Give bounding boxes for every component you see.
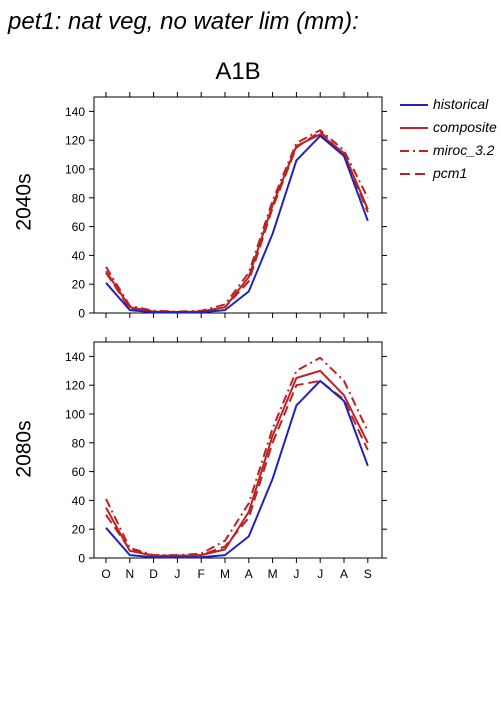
y-tick-label: 20	[72, 523, 86, 537]
plot-frame-2040s	[93, 96, 383, 314]
series-line-miroc-3-2-2080s	[105, 356, 369, 557]
x-tick-label: M	[220, 567, 230, 581]
legend-item-historical: historical	[398, 96, 501, 119]
y-tick-label: 60	[72, 465, 86, 479]
y-tick-label: 120	[65, 134, 85, 148]
x-tick-label: J	[317, 567, 323, 581]
x-tick-label: F	[198, 567, 205, 581]
scenario-label: A1B	[215, 58, 261, 85]
series-line-composite-2080s	[105, 369, 369, 557]
y-tick-label: 80	[72, 191, 86, 205]
y-tick-label: 20	[72, 278, 86, 292]
series-line-pcm1-2040s	[105, 130, 369, 313]
x-tick-label: N	[125, 567, 134, 581]
x-tick-label: A	[340, 567, 348, 581]
legend-item-composite: composite	[398, 119, 501, 142]
legend-label-miroc: miroc_3.2	[433, 142, 495, 158]
series-line-miroc-3-2-2040s	[105, 129, 369, 313]
y-tick-label: 120	[65, 379, 85, 393]
x-tick-label: J	[174, 567, 180, 581]
y-tick-label: 140	[65, 105, 85, 119]
y-tick-label: 40	[72, 494, 86, 508]
legend-label-pcm1: pcm1	[433, 165, 468, 181]
x-tick-label: M	[268, 567, 278, 581]
x-tick-label: O	[101, 567, 110, 581]
legend: historical composite miroc_3.2 pcm1	[398, 96, 501, 188]
legend-label-historical: historical	[433, 96, 489, 112]
series-line-historical-2040s	[105, 134, 369, 314]
legend-item-miroc: miroc_3.2	[398, 142, 501, 165]
y-tick-label: 0	[78, 552, 85, 566]
x-tick-label: A	[245, 567, 253, 581]
y-tick-label: 100	[65, 163, 85, 177]
chart-title: pet1: nat veg, no water lim (mm):	[8, 8, 359, 35]
x-tick-label: S	[364, 567, 372, 581]
y-tick-label: 40	[72, 249, 86, 263]
y-tick-label: 60	[72, 220, 86, 234]
x-tick-label: D	[149, 567, 158, 581]
series-line-historical-2080s	[105, 379, 369, 559]
x-tick-label: J	[293, 567, 299, 581]
y-tick-label: 0	[78, 307, 85, 321]
y-tick-label: 100	[65, 408, 85, 422]
legend-label-composite: composite	[433, 119, 497, 135]
y-tick-label: 140	[65, 350, 85, 364]
series-line-composite-2040s	[105, 133, 369, 313]
plot-frame-2080s	[93, 341, 383, 559]
legend-item-pcm1: pcm1	[398, 165, 501, 188]
y-tick-label: 80	[72, 436, 86, 450]
